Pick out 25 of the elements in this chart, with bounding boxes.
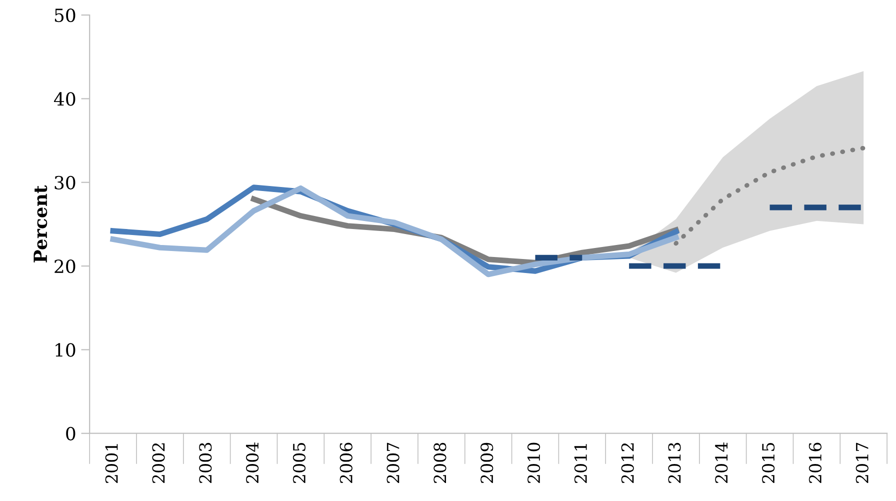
x-tick-label: 2005 [292,442,306,483]
x-tick-label: 2006 [340,442,352,483]
y-tick-label: 10 [56,343,76,357]
x-tick-label: 2015 [762,442,775,483]
x-tick-label: 2011 [574,444,587,483]
x-tick-label: 2002 [152,443,165,483]
x-tick-label: 2014 [715,442,728,483]
y-tick-label: 50 [54,8,76,22]
x-tick-label: 2007 [386,442,400,483]
line-series [674,146,866,246]
x-tick-label: 2016 [808,442,822,483]
y-axis-title: Percent [34,185,48,262]
y-tick-label: 20 [54,259,76,274]
x-tick-label: 2012 [621,443,634,483]
x-tick-label: 2017 [856,442,868,483]
y-tick-label: 40 [54,92,76,106]
x-tick-label: 2008 [434,442,446,483]
x-tick-label: 2010 [527,442,540,483]
x-tick-label: 2003 [199,442,212,483]
x-tick-label: 2004 [246,442,259,483]
y-tick-label: 0 [66,426,76,440]
x-tick-label: 2009 [480,442,494,483]
x-tick-label: 2001 [105,444,118,483]
y-tick-label: 30 [54,176,76,190]
x-tick-label: 2013 [668,442,681,483]
